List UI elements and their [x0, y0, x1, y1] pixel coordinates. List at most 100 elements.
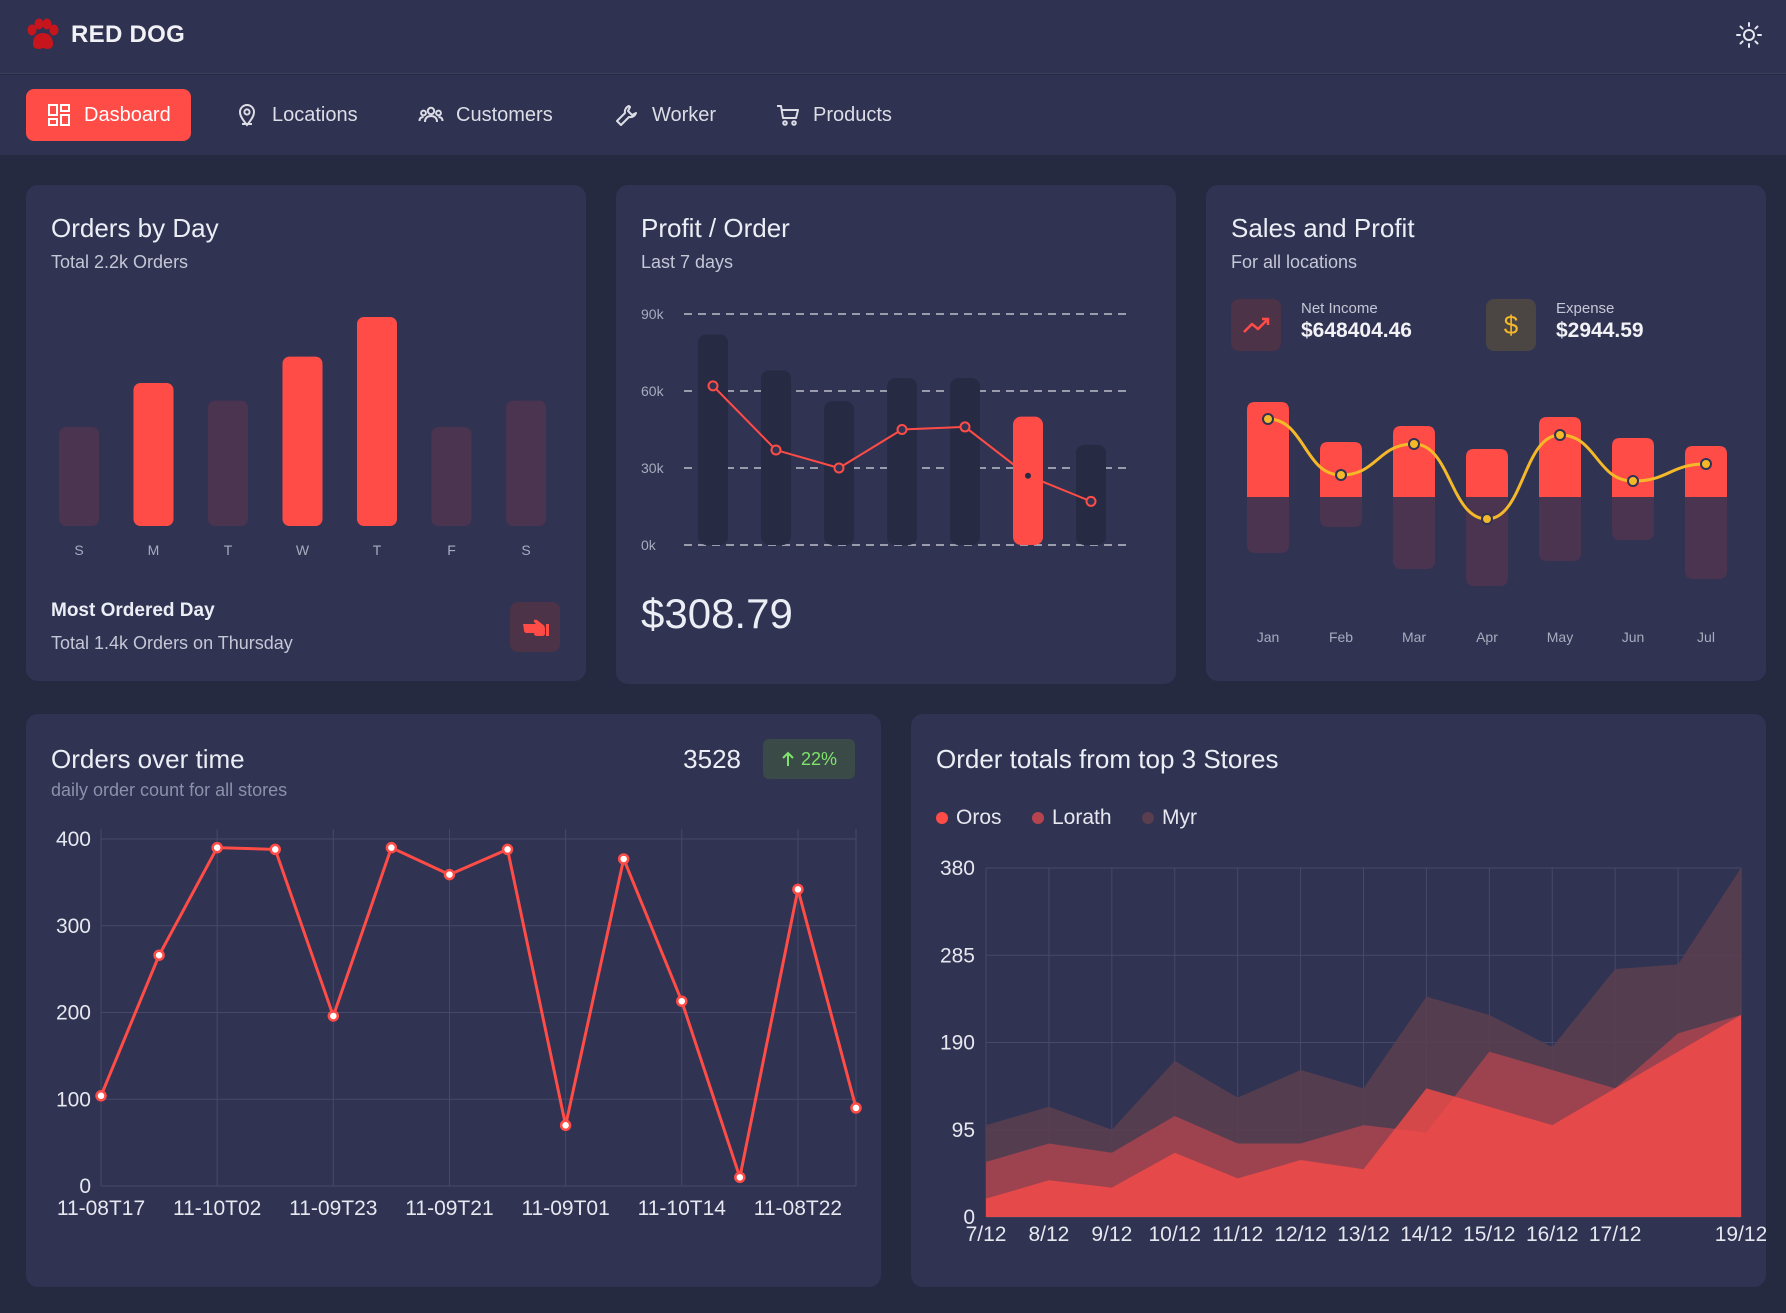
sales-profit-point	[1554, 429, 1566, 441]
expense-value: $2944.59	[1556, 319, 1644, 342]
sales-profit-expense-bar	[1247, 497, 1289, 553]
top-stores-y-tick: 95	[952, 1119, 975, 1142]
nav-customers[interactable]: Customers	[398, 89, 573, 141]
wrench-icon	[616, 105, 637, 126]
change-value: 22%	[800, 748, 838, 769]
profit-order-y-tick: 0k	[641, 537, 657, 553]
nav-locations-label: Locations	[272, 103, 358, 126]
sales-profit-profit-bar	[1393, 426, 1435, 497]
profit-order-point	[707, 380, 719, 392]
sales-profit-month-label: May	[1547, 629, 1573, 645]
orders-by-day-bar	[133, 383, 174, 526]
orders-by-day-bar	[431, 427, 472, 526]
top-stores-chart: 0 95 190 285 380 7/12 8/12 9/12 10/12 11/12 12/12 1…	[940, 857, 1766, 1246]
dollar-icon-badge: $	[1486, 299, 1536, 351]
sales-profit-subtitle: For all locations	[1231, 252, 1358, 272]
arrow-up-icon	[782, 751, 794, 766]
location-pin-icon	[238, 104, 256, 127]
orders-by-day-day-label: S	[521, 542, 530, 558]
sales-profit-card: Sales and Profit For all locations Net I…	[1206, 185, 1766, 681]
sales-profit-month-label: Jul	[1697, 629, 1715, 645]
profit-order-point	[959, 421, 971, 433]
pointing-hand-icon	[523, 619, 549, 636]
orders-over-time-y-tick: 0	[79, 1175, 91, 1198]
profit-order-bar	[1076, 444, 1106, 545]
orders-by-day-day-label: T	[373, 542, 382, 558]
sales-profit-profit-bar	[1612, 438, 1654, 497]
profit-order-bar	[887, 378, 917, 545]
users-icon	[418, 106, 444, 123]
sales-profit-profit-bar	[1685, 446, 1727, 497]
nav-customers-label: Customers	[456, 103, 553, 126]
top-stores-x-label: 11/12	[1212, 1223, 1263, 1246]
nav-worker[interactable]: Worker	[594, 89, 736, 141]
orders-over-time-x-label: 11-09T23	[289, 1197, 377, 1220]
nav-locations[interactable]: Locations	[214, 89, 378, 141]
brand[interactable]: RED DOG	[25, 18, 185, 52]
orders-over-time-x-label: 11-09T01	[521, 1197, 609, 1220]
orders-over-time-point	[501, 843, 514, 856]
orders-over-time-y-tick: 400	[56, 828, 91, 851]
sales-profit-point	[1700, 458, 1712, 470]
sales-profit-chart: Jan Feb Mar Apr May Jun Jul	[1247, 402, 1727, 645]
orders-over-time-x-label: 11-10T14	[638, 1197, 727, 1220]
profit-order-chart: 90k 60k 30k 0k	[641, 306, 1126, 553]
orders-by-day-bar	[506, 400, 546, 526]
orders-over-time-point	[850, 1102, 862, 1114]
paw-logo-icon	[27, 18, 59, 49]
trend-up-icon-badge	[1231, 299, 1281, 351]
orders-over-time-line	[99, 845, 858, 1184]
top-stores-x-label: 9/12	[1091, 1223, 1132, 1246]
top-stores-x-label: 7/12	[966, 1223, 1007, 1246]
main-nav: Dasboard Locations Customers Worker Prod…	[0, 75, 1786, 155]
sun-theme-toggle-icon[interactable]	[1736, 22, 1762, 48]
sales-profit-profit-bar	[1466, 449, 1508, 497]
legend-oros-label: Oros	[956, 806, 1002, 829]
orders-over-time-point	[385, 841, 398, 854]
orders-by-day-day-label: W	[296, 542, 310, 558]
expense-stat: Expense $2944.59	[1556, 300, 1644, 343]
orders-over-time-point	[95, 1090, 107, 1102]
legend-myr[interactable]: Myr	[1141, 806, 1197, 830]
top-stores-x-label: 17/12	[1589, 1223, 1642, 1246]
orders-over-time-card: Orders over time daily order count for a…	[26, 714, 881, 1287]
legend-oros[interactable]: Oros	[936, 806, 1002, 830]
brand-name: RED DOG	[71, 21, 186, 48]
orders-over-time-point	[153, 949, 165, 961]
pointing-hand-button[interactable]	[510, 602, 560, 652]
profit-order-subtitle: Last 7 days	[641, 252, 734, 272]
orders-over-time-point	[676, 995, 688, 1007]
profit-order-point	[770, 444, 782, 456]
orders-by-day-day-label: M	[148, 542, 160, 558]
orders-over-time-total: 3528	[683, 744, 741, 774]
sales-profit-point	[1627, 475, 1639, 487]
top-stores-title: Order totals from top 3 Stores	[936, 744, 1279, 774]
legend-oros-dot	[936, 812, 948, 824]
svg-text:$: $	[1504, 310, 1519, 340]
profit-order-total: $308.79	[641, 590, 793, 637]
sales-profit-month-label: Jun	[1622, 629, 1645, 645]
cart-icon	[777, 105, 799, 126]
nav-dashboard[interactable]: Dasboard	[26, 89, 191, 141]
profit-order-bar	[1013, 416, 1043, 545]
top-stores-x-label: 16/12	[1526, 1223, 1579, 1246]
legend-lorath[interactable]: Lorath	[1031, 806, 1112, 830]
top-stores-x-label: 10/12	[1148, 1223, 1201, 1246]
legend-myr-dot	[1141, 812, 1154, 824]
orders-over-time-title: Orders over time	[51, 744, 245, 774]
orders-over-time-point	[269, 843, 281, 856]
profit-order-point	[833, 462, 845, 474]
sales-profit-expense-bar	[1466, 497, 1508, 586]
sales-profit-point	[1408, 438, 1420, 450]
sales-profit-point	[1262, 413, 1274, 425]
profit-order-y-tick: 90k	[641, 306, 665, 322]
most-ordered-day-title: Most Ordered Day	[51, 600, 215, 621]
orders-over-time-y-tick: 300	[56, 915, 91, 938]
profit-order-point	[1025, 472, 1031, 479]
profit-order-bar	[761, 370, 791, 545]
orders-over-time-point	[792, 883, 804, 896]
sales-profit-month-label: Feb	[1329, 629, 1353, 645]
nav-products[interactable]: Products	[755, 89, 912, 141]
